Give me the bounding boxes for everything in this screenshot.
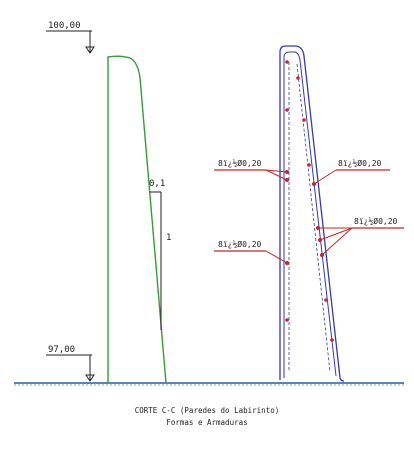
slope-run-label: 0,1 xyxy=(149,179,165,189)
drawing-caption: CORTE C-C (Paredes do Labirinto) Formas … xyxy=(135,406,280,427)
rebar-label-3: 8ï¿½Ø0,20 xyxy=(338,158,382,168)
rebar-label-right-bottom: 8ï¿½Ø0,20 xyxy=(318,216,404,256)
rebar-label-2: 8ï¿½Ø0,20 xyxy=(218,239,262,249)
slope-rise-label: 1 xyxy=(166,233,171,243)
rebar-label-1: 8ï¿½Ø0,20 xyxy=(218,158,262,168)
ground-line xyxy=(14,382,404,386)
rebar-label-right-top: 8ï¿½Ø0,20 xyxy=(313,158,390,185)
elevation-marker-top: 100,00 xyxy=(46,21,95,54)
wall-section-outline xyxy=(107,55,167,384)
elevation-top-label: 100,00 xyxy=(48,21,81,31)
caption-line-2: Formas e Armaduras xyxy=(166,418,247,427)
elevation-marker-bottom: 97,00 xyxy=(46,345,95,382)
rebar-label-4: 8ï¿½Ø0,20 xyxy=(354,216,398,226)
caption-line-1: CORTE C-C (Paredes do Labirinto) xyxy=(135,406,280,415)
reinforced-section xyxy=(279,45,345,382)
elevation-bottom-label: 97,00 xyxy=(48,345,75,355)
rebar-label-left-bottom: 8ï¿½Ø0,20 xyxy=(214,239,288,264)
slope-dimension: 0,1 1 xyxy=(149,179,171,330)
rebar-label-left-top: 8ï¿½Ø0,20 xyxy=(214,158,288,181)
